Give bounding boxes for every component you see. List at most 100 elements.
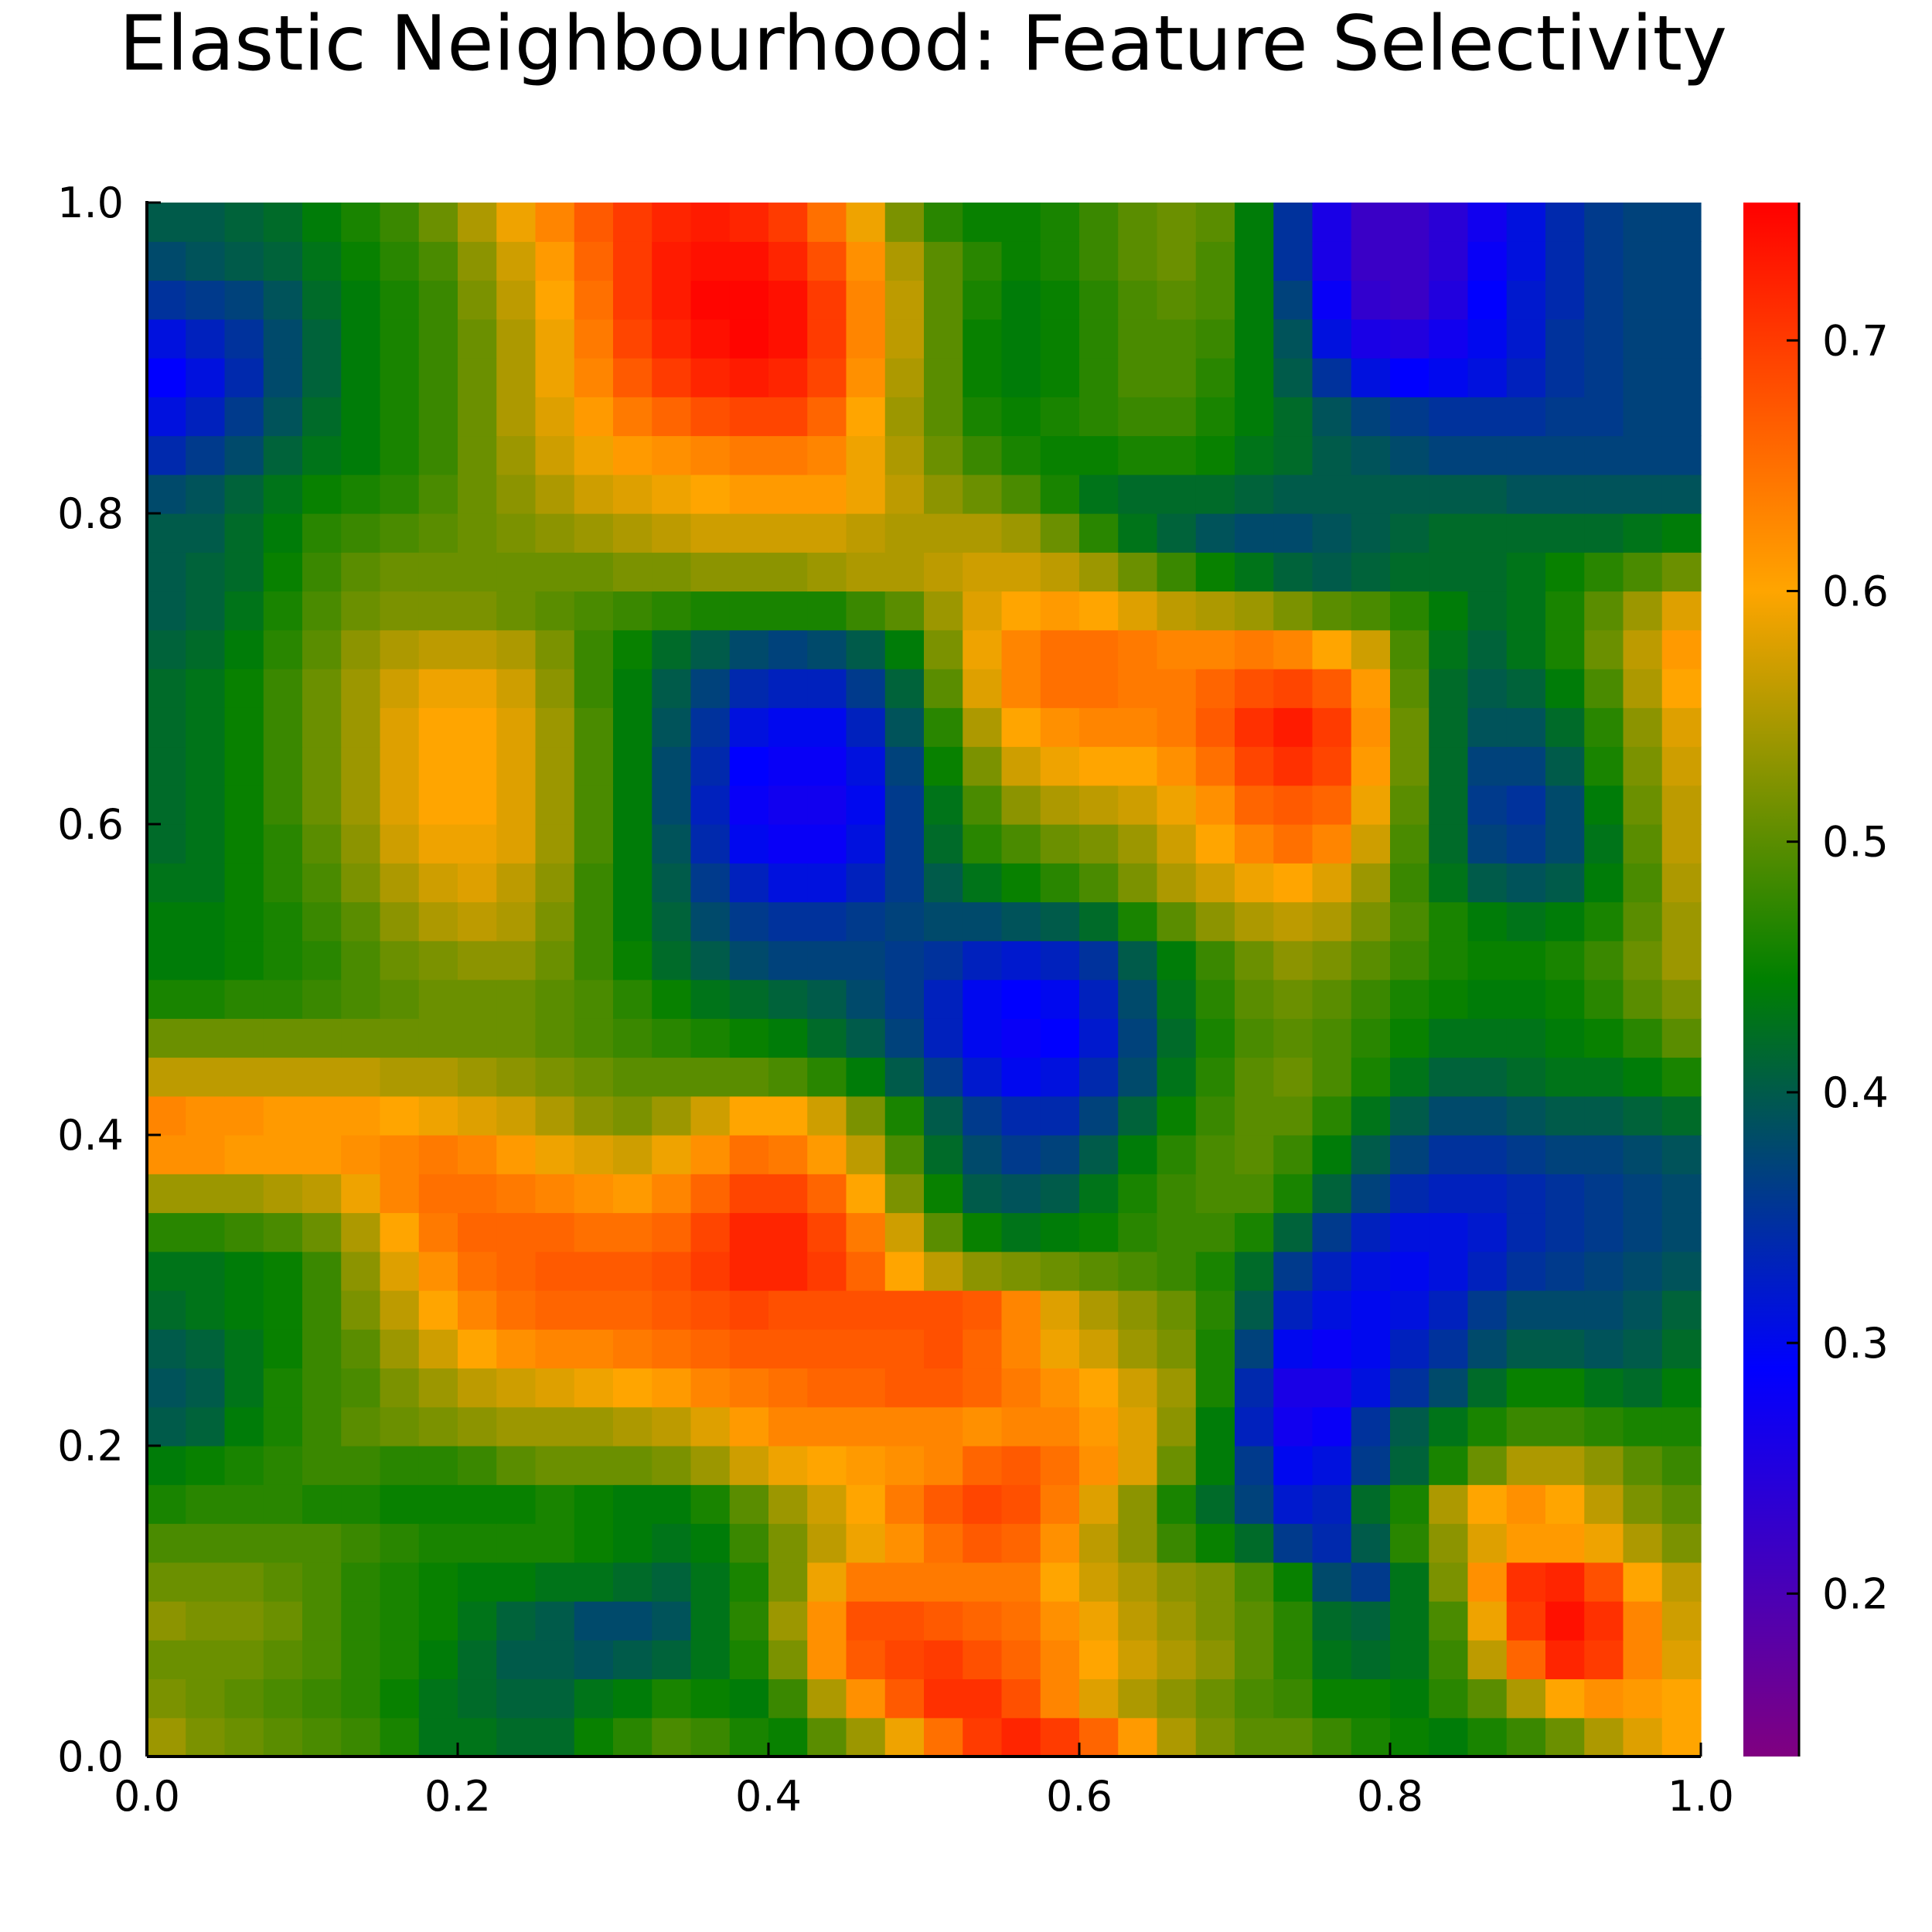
heatmap-cell	[690, 1018, 731, 1058]
heatmap-cell	[418, 358, 458, 397]
heatmap-cell	[574, 513, 614, 553]
heatmap-cell	[1195, 863, 1235, 903]
heatmap-cell	[186, 1135, 226, 1174]
heatmap-cell	[496, 1446, 537, 1485]
heatmap-cell	[1506, 1368, 1546, 1408]
heatmap-cell	[1001, 1523, 1041, 1563]
heatmap-cell	[1429, 1640, 1469, 1680]
heatmap-cell	[1079, 1368, 1119, 1408]
heatmap-cell	[1506, 1329, 1546, 1369]
heatmap-cell	[186, 980, 226, 1019]
heatmap-cell	[147, 1562, 186, 1602]
heatmap-cell	[1351, 1251, 1391, 1291]
heatmap-cell	[380, 1057, 420, 1097]
heatmap-cell	[1623, 1562, 1663, 1602]
heatmap-cell	[1429, 1057, 1469, 1097]
heatmap-cell	[1467, 358, 1508, 397]
heatmap-cell	[496, 280, 537, 320]
heatmap-cell	[884, 1406, 925, 1446]
heatmap-cell	[807, 358, 847, 397]
heatmap-cell	[186, 397, 226, 437]
heatmap-cell	[1467, 1368, 1508, 1408]
heatmap-cell	[1351, 746, 1391, 786]
heatmap-cell	[613, 1290, 653, 1330]
heatmap-cell	[1273, 358, 1314, 397]
heatmap-cell	[186, 901, 226, 942]
heatmap-cell	[1079, 1717, 1119, 1757]
heatmap-cell	[147, 1406, 186, 1446]
heatmap-cell	[924, 435, 963, 475]
heatmap-cell	[1584, 358, 1624, 397]
heatmap-cell	[963, 669, 1003, 708]
heatmap-cell	[224, 1601, 264, 1641]
heatmap-cell	[1118, 358, 1158, 397]
heatmap-cell	[147, 358, 186, 397]
heatmap-cell	[186, 1095, 226, 1136]
heatmap-cell	[1118, 1406, 1158, 1446]
heatmap-cell	[768, 901, 808, 942]
heatmap-cell	[458, 513, 497, 553]
heatmap-cell	[963, 1446, 1003, 1485]
heatmap-cell	[418, 1212, 458, 1252]
heatmap-cell	[652, 1018, 692, 1058]
heatmap-cell	[924, 1057, 963, 1097]
heatmap-cell	[1001, 707, 1041, 748]
heatmap-cell	[1001, 241, 1041, 281]
heatmap-cell	[963, 319, 1003, 359]
heatmap-cell	[1390, 746, 1429, 786]
heatmap-cell	[1429, 1135, 1469, 1174]
heatmap-cell	[535, 1678, 575, 1719]
heatmap-cell	[574, 1640, 614, 1680]
heatmap-cell	[1040, 1640, 1080, 1680]
heatmap-cell	[1545, 901, 1585, 942]
heatmap-cell	[263, 785, 303, 825]
heatmap-cell	[1312, 1562, 1352, 1602]
heatmap-cell	[186, 203, 226, 242]
heatmap-cell	[1467, 746, 1508, 786]
heatmap-cell	[574, 1057, 614, 1097]
heatmap-cell	[768, 1368, 808, 1408]
heatmap-cell	[652, 280, 692, 320]
heatmap-cell	[535, 591, 575, 631]
heatmap-cell	[341, 319, 381, 359]
heatmap-cell	[341, 1251, 381, 1291]
heatmap-cell	[924, 513, 963, 553]
heatmap-cell	[1157, 1678, 1197, 1719]
heatmap-cell	[1390, 1174, 1429, 1214]
heatmap-cell	[846, 1601, 886, 1641]
heatmap-cell	[1429, 940, 1469, 980]
heatmap-cell	[1467, 1212, 1508, 1252]
heatmap-cell	[1351, 319, 1391, 359]
heatmap-cell	[147, 474, 186, 514]
heatmap-cell	[1623, 397, 1663, 437]
heatmap-cell	[341, 1135, 381, 1174]
heatmap-cell	[1429, 1562, 1469, 1602]
heatmap-cell	[263, 1135, 303, 1174]
heatmap-cell	[1661, 1601, 1702, 1641]
heatmap-cell	[690, 1174, 731, 1214]
heatmap-cell	[380, 1135, 420, 1174]
heatmap-cell	[186, 746, 226, 786]
heatmap-cell	[263, 1212, 303, 1252]
heatmap-cell	[1273, 241, 1314, 281]
heatmap-cell	[729, 1484, 769, 1525]
heatmap-cell	[1351, 1368, 1391, 1408]
heatmap-cell	[1040, 1135, 1080, 1174]
heatmap-cell	[1195, 1290, 1235, 1330]
heatmap-cell	[224, 203, 264, 242]
heatmap-cell	[1545, 1446, 1585, 1485]
heatmap-cell	[613, 901, 653, 942]
heatmap-cell	[768, 863, 808, 903]
heatmap-cell	[1506, 1095, 1546, 1136]
heatmap-cell	[302, 901, 342, 942]
heatmap-cell	[1040, 669, 1080, 708]
heatmap-cell	[729, 1523, 769, 1563]
heatmap-cell	[1040, 940, 1080, 980]
heatmap-cell	[613, 397, 653, 437]
heatmap-cell	[613, 1562, 653, 1602]
heatmap-cell	[884, 513, 925, 553]
heatmap-cell	[1195, 629, 1235, 670]
heatmap-cell	[496, 940, 537, 980]
heatmap-cell	[613, 513, 653, 553]
heatmap-cell	[652, 824, 692, 864]
